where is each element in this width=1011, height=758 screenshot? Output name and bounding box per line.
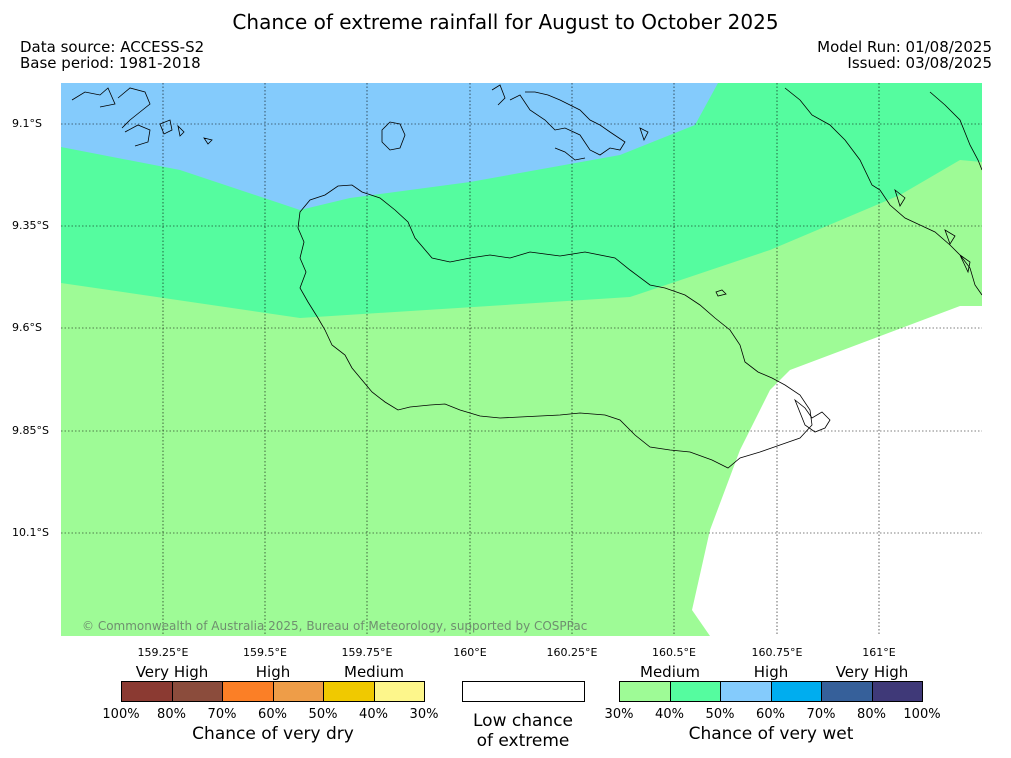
dry-percent-label: 80% — [157, 707, 186, 722]
wet-swatch — [669, 681, 721, 702]
wet-swatch — [821, 681, 873, 702]
dry-percent-label: 60% — [258, 707, 287, 722]
wet-swatch — [720, 681, 772, 702]
wet-swatch — [770, 681, 822, 702]
wet-percent-label: 50% — [705, 707, 735, 722]
low-chance-caption-2: of extreme — [476, 731, 570, 751]
wet-category-label: Medium — [640, 663, 700, 681]
lon-label: 160.75°E — [751, 646, 803, 659]
lat-label: 9.35°S — [12, 219, 49, 232]
lon-label: 159.75°E — [341, 646, 393, 659]
lat-label: 9.6°S — [12, 321, 42, 334]
map-area — [61, 83, 982, 636]
wet-percent-label: 40% — [655, 707, 684, 722]
lon-label: 159.5°E — [243, 646, 287, 659]
wet-category-label: High — [753, 663, 789, 681]
dry-percent-label: 30% — [409, 707, 439, 722]
wet-percent-label: 60% — [756, 707, 785, 722]
copyright-notice: © Commonwealth of Australia 2025, Bureau… — [82, 619, 588, 633]
lat-label: 9.1°S — [12, 117, 42, 130]
dry-category-label: Very High — [135, 663, 209, 681]
base-period: Base period: 1981-2018 — [20, 54, 201, 72]
lat-label: 9.85°S — [12, 424, 49, 437]
meta-right: Model Run: 01/08/2025 Issued: 03/08/2025 — [817, 39, 992, 71]
wet-percent-label: 70% — [806, 707, 836, 722]
dry-caption: Chance of very dry — [192, 724, 354, 744]
dry-swatch — [121, 681, 173, 702]
gridlines — [61, 83, 982, 636]
wet-caption: Chance of very wet — [688, 724, 854, 744]
low-chance-swatch — [462, 681, 585, 702]
coastline-islet — [381, 121, 406, 151]
wet-swatch — [619, 681, 671, 702]
lon-label: 161°E — [862, 646, 896, 659]
coastline-east-islands — [784, 87, 982, 296]
low-chance-caption-1: Low chance — [473, 711, 573, 731]
dry-percent-label: 40% — [359, 707, 388, 722]
lon-label: 160.25°E — [546, 646, 598, 659]
dry-percent-label: 100% — [102, 707, 140, 722]
coastline-north-islands — [71, 87, 213, 147]
dry-swatch — [323, 681, 375, 702]
meta-left: Data source: ACCESS-S2 Base period: 1981… — [20, 39, 204, 71]
zone-low-chance — [692, 306, 982, 636]
coastline-central-islands — [491, 84, 649, 161]
lon-label: 160°E — [453, 646, 487, 659]
issued-date: Issued: 03/08/2025 — [847, 54, 992, 72]
lon-label: 160.5°E — [652, 646, 696, 659]
wet-swatch — [871, 681, 923, 702]
dry-percent-label: 70% — [207, 707, 237, 722]
chart-title: Chance of extreme rainfall for August to… — [232, 10, 779, 34]
model-run: Model Run: 01/08/2025 — [817, 38, 992, 56]
wet-percent-label: 30% — [604, 707, 634, 722]
wet-percent-label: 100% — [903, 707, 941, 722]
coastline-small-islets — [715, 289, 831, 433]
dry-category-label: Medium — [344, 663, 404, 681]
zone-high-wet — [61, 83, 718, 210]
coastlines — [71, 84, 982, 469]
data-source: Data source: ACCESS-S2 — [20, 38, 205, 56]
lon-label: 159.25°E — [137, 646, 189, 659]
dry-swatch — [373, 681, 425, 702]
wet-category-label: Very High — [835, 663, 909, 681]
lat-label: 10.1°S — [12, 526, 49, 539]
dry-swatch — [272, 681, 324, 702]
dry-category-label: High — [255, 663, 291, 681]
wet-percent-label: 80% — [857, 707, 886, 722]
coastline-main-island — [297, 184, 813, 469]
dry-swatch — [171, 681, 223, 702]
dry-percent-label: 50% — [308, 707, 338, 722]
dry-swatch — [222, 681, 274, 702]
